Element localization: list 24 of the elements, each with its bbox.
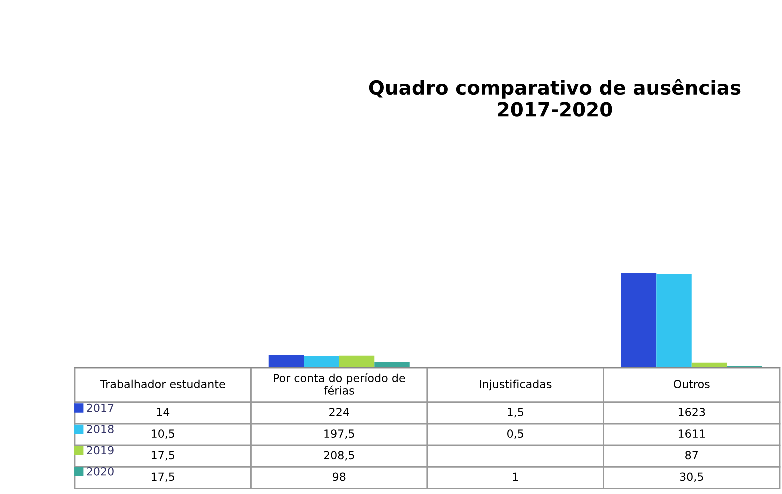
- data-label: 1611: [678, 430, 705, 438]
- data-label: 17,5: [152, 472, 175, 482]
- data-label: 14: [157, 408, 170, 416]
- legend-label: 2019: [87, 446, 114, 455]
- data-label: 1,5: [508, 408, 524, 418]
- chart-title: Quadro comparativo de ausências 2017-2020: [369, 79, 741, 117]
- x-tick-label: Outros: [674, 380, 710, 388]
- legend-label: 2018: [87, 425, 114, 434]
- x-tick-label: Injustificadas: [480, 380, 552, 391]
- data-label: 0,5: [508, 430, 524, 440]
- data-label: 224: [330, 408, 350, 416]
- data-label: 10,5: [152, 430, 175, 440]
- data-label: 87: [686, 451, 698, 460]
- data-label: 98: [333, 472, 346, 482]
- data-label: 197,5: [324, 430, 354, 440]
- data-label: 17,5: [152, 451, 175, 461]
- data-label: 1: [513, 472, 518, 481]
- data-label: 1623: [678, 408, 706, 416]
- x-tick-label: Trabalhador estudante: [100, 380, 226, 388]
- data-label: 208,5: [324, 451, 354, 461]
- x-tick-label: Por conta do período de férias: [274, 373, 406, 395]
- legend-label: 2020: [87, 467, 114, 476]
- data-label: 30,5: [680, 472, 704, 482]
- legend-label: 2017: [87, 404, 114, 412]
